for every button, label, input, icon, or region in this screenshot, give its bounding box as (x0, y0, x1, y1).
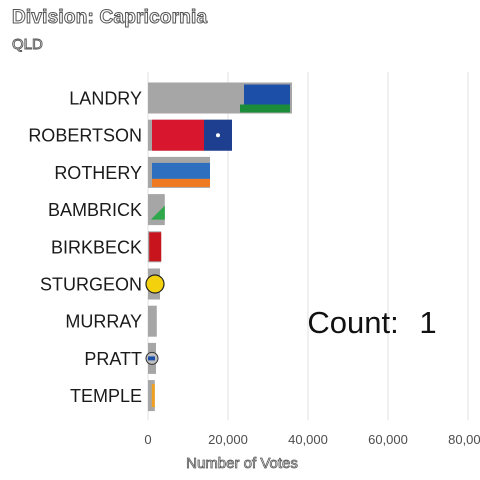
bar-pratt (145, 342, 159, 374)
labor-red-block (152, 119, 204, 151)
category-label: ROTHERY (54, 163, 142, 183)
x-tick-labels: 0 20,000 40,000 60,000 80,000 (144, 432, 480, 447)
category-label: MURRAY (65, 312, 142, 332)
chart-title: Division: Capricornia (11, 7, 208, 29)
bar-robertson (148, 119, 232, 151)
orange-logo-block (151, 384, 155, 408)
yellow-logo-circle (145, 274, 165, 294)
bar-landry (148, 82, 292, 114)
category-label: ROBERTSON (28, 126, 142, 146)
blue-logo-band (148, 356, 155, 361)
red-logo-block (149, 232, 162, 262)
bar-sturgeon (145, 268, 165, 300)
category-label: BAMBRICK (48, 200, 142, 220)
category-labels: LANDRY ROBERTSON ROTHERY BAMBRICK BIRKBECK ST… (28, 89, 142, 407)
x-tick-label: 40,000 (288, 432, 328, 447)
count-value: 1 (419, 305, 436, 340)
category-label: TEMPLE (70, 386, 142, 406)
bar-temple (148, 380, 155, 412)
labor-star (216, 133, 220, 138)
category-label: STURGEON (40, 275, 142, 295)
bar (148, 380, 155, 412)
bar-murray (148, 305, 157, 337)
bars (145, 82, 292, 412)
x-tick-label: 60,000 (368, 432, 408, 447)
green-triangle (150, 205, 165, 220)
chart-subtitle: QLD (12, 36, 44, 54)
count-readout: Count: 1 (307, 305, 436, 340)
category-label: LANDRY (69, 89, 142, 109)
liberal-logo-box (244, 84, 290, 105)
category-label: BIRKBECK (51, 237, 142, 257)
x-tick-label: 0 (144, 432, 151, 447)
one-nation-orange (152, 178, 210, 187)
nationals-band (240, 104, 290, 113)
bar-birkbeck (148, 231, 162, 263)
bar-rothery (148, 156, 210, 188)
x-tick-label: 20,000 (208, 432, 248, 447)
category-label: PRATT (84, 349, 142, 369)
one-nation-blue (152, 162, 210, 179)
x-axis-title: Number of Votes (186, 455, 298, 472)
count-label: Count: (307, 305, 398, 340)
bar-bambrick (148, 194, 165, 226)
x-tick-label: 80,000 (448, 432, 480, 447)
bar (148, 305, 157, 337)
